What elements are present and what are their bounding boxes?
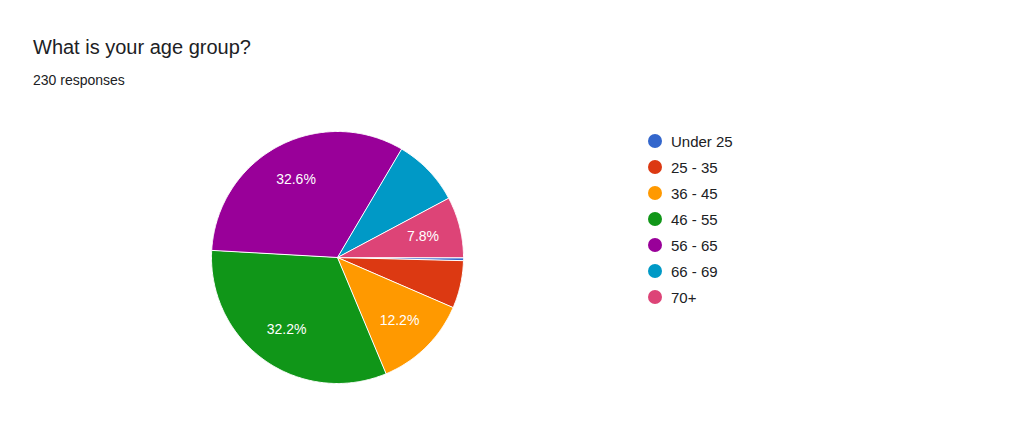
html-text:70+: 70+ <box>671 288 697 306</box>
html-text:25 - 35: 25 - 35 <box>671 158 718 176</box>
html-text:36 - 45: 36 - 45 <box>671 184 718 202</box>
html-text:66 - 69: 66 - 69 <box>671 262 718 280</box>
svg-text:32.2%: 32.2% <box>267 321 307 337</box>
html-text:Under 25: Under 25 <box>671 132 733 150</box>
html-text:46 - 55: 46 - 55 <box>671 210 718 228</box>
svg-text:7.8%: 7.8% <box>407 228 439 244</box>
html-text:230 responses: 230 responses <box>33 72 125 88</box>
html-text:56 - 65: 56 - 65 <box>671 236 718 254</box>
svg-text:12.2%: 12.2% <box>380 312 420 328</box>
html-text:What is your age group?: What is your age group? <box>33 36 251 58</box>
svg-text:32.6%: 32.6% <box>276 171 316 187</box>
